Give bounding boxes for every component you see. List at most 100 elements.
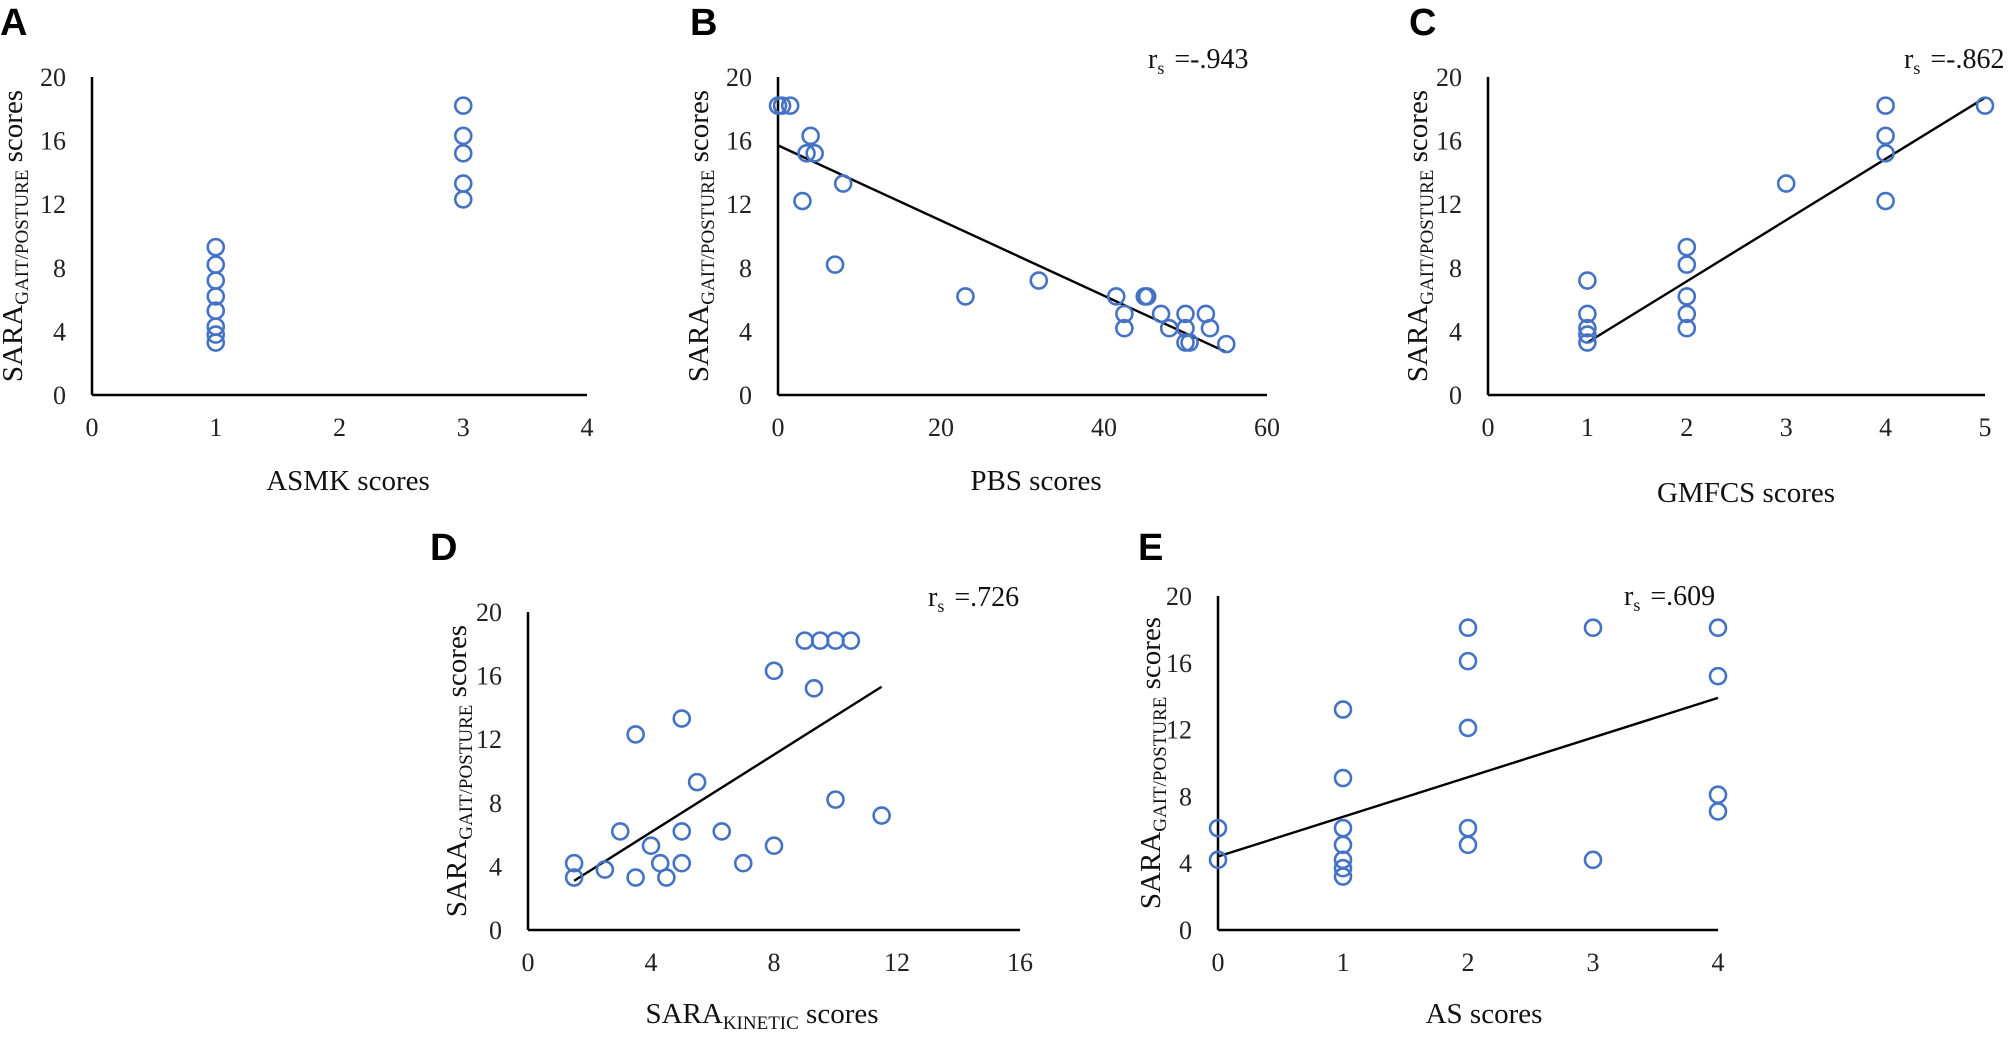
data-point [1200,318,1220,338]
data-point [833,174,853,193]
x-tick-label: 5 [1979,413,1992,442]
trendline [1586,96,1986,344]
y-axis-title-main: SARA [1135,832,1167,909]
y-tick-label: 8 [1179,782,1192,811]
x-axis-title: GMFCS scores [1657,477,1835,509]
data-point [1708,802,1728,821]
x-axis-title: PBS scores [970,465,1101,497]
data-point [206,271,226,290]
x-axis-title: SARAKINETIC scores [645,998,878,1034]
data-point [1876,96,1895,115]
panel-letter: E [1138,527,1163,569]
correlation-subscript: s [1157,58,1164,78]
x-tick-label: 16 [1007,948,1033,977]
data-point [1458,651,1478,671]
data-point [1776,174,1796,193]
data-point [1115,304,1134,324]
data-point [801,126,820,146]
x-tick-label: 2 [333,413,346,442]
x-tick-label: 1 [1581,413,1594,442]
y-axis-title-main: SARA [683,305,715,382]
y-tick-label: 0 [1449,381,1462,410]
y-axis-title-suffix: scores [441,625,473,705]
data-point [1708,785,1728,805]
x-tick-label: 2 [1462,948,1475,977]
x-tick-label: 8 [768,948,781,977]
y-tick-label: 16 [476,662,502,691]
data-point [804,679,824,698]
y-axis-title-subscript: GAIT/POSTURE [456,705,477,840]
data-point [1115,318,1134,338]
data-point [641,836,661,856]
correlation-value: =.726 [947,582,1019,613]
data-point [956,287,975,306]
data-point [872,806,891,825]
data-point [453,96,473,115]
x-tick-label: 4 [1879,413,1892,442]
data-point [206,255,226,274]
x-tick-label: 0 [1212,948,1225,977]
correlation-subscript: s [937,596,944,616]
trendline [777,144,1227,354]
data-point [1458,618,1478,638]
x-tick-label: 20 [928,413,954,442]
data-point [795,631,815,650]
y-tick-label: 20 [1166,582,1192,611]
y-tick-label: 4 [739,317,752,346]
data-point [564,868,584,887]
y-axis-title: SARAGAIT/POSTURE scores [0,90,33,382]
correlation-symbol: r [1904,44,1914,75]
data-point [1578,325,1597,344]
y-axis-title-subscript: GAIT/POSTURE [1417,170,1438,305]
y-axis-title-main: SARA [441,840,473,917]
y-tick-label: 0 [53,381,66,410]
correlation-label: rs =.609 [1624,581,1715,615]
data-point [733,853,753,873]
correlation-value: =-.862 [1923,44,2004,75]
correlation-label: rs =-.943 [1148,44,1248,78]
y-tick-label: 16 [726,127,752,156]
data-point [453,126,473,146]
data-point [1333,700,1353,719]
correlation-label: rs =-.862 [1904,44,2004,78]
y-tick-label: 8 [53,254,66,283]
x-tick-label: 1 [1337,948,1350,977]
y-tick-label: 0 [739,381,752,410]
x-tick-label: 1 [209,413,222,442]
y-tick-label: 0 [489,916,502,945]
x-tick-label: 4 [645,948,658,977]
x-tick-label: 40 [1091,413,1117,442]
data-point [1677,318,1697,338]
x-tick-label: 3 [1780,413,1793,442]
data-point [672,822,692,841]
data-point [687,772,707,792]
data-point [1458,718,1478,738]
data-point [805,144,824,163]
y-tick-label: 8 [1449,254,1462,283]
data-point [1216,334,1236,354]
x-axis-title-suffix: scores [799,998,879,1030]
x-tick-label: 4 [1712,948,1725,977]
data-point [1583,850,1603,870]
data-point [1677,255,1697,274]
correlation-value: =-.943 [1167,44,1248,75]
y-axis-title: SARAGAIT/POSTURE scores [1135,617,1171,909]
y-axis-title-main: SARA [1402,305,1434,382]
data-point [206,237,226,257]
data-point [1876,191,1895,211]
y-axis-title-subscript: GAIT/POSTURE [12,170,33,305]
y-tick-label: 20 [40,63,66,92]
data-point [626,725,645,744]
y-tick-label: 4 [489,852,502,881]
x-tick-label: 3 [1587,948,1600,977]
data-point [1333,858,1353,878]
data-point [595,860,615,879]
data-point [1876,126,1895,146]
data-point [772,96,792,115]
y-axis-title: SARAGAIT/POSTURE scores [683,90,719,382]
data-point [657,868,676,887]
y-axis-title-suffix: scores [1402,90,1434,170]
